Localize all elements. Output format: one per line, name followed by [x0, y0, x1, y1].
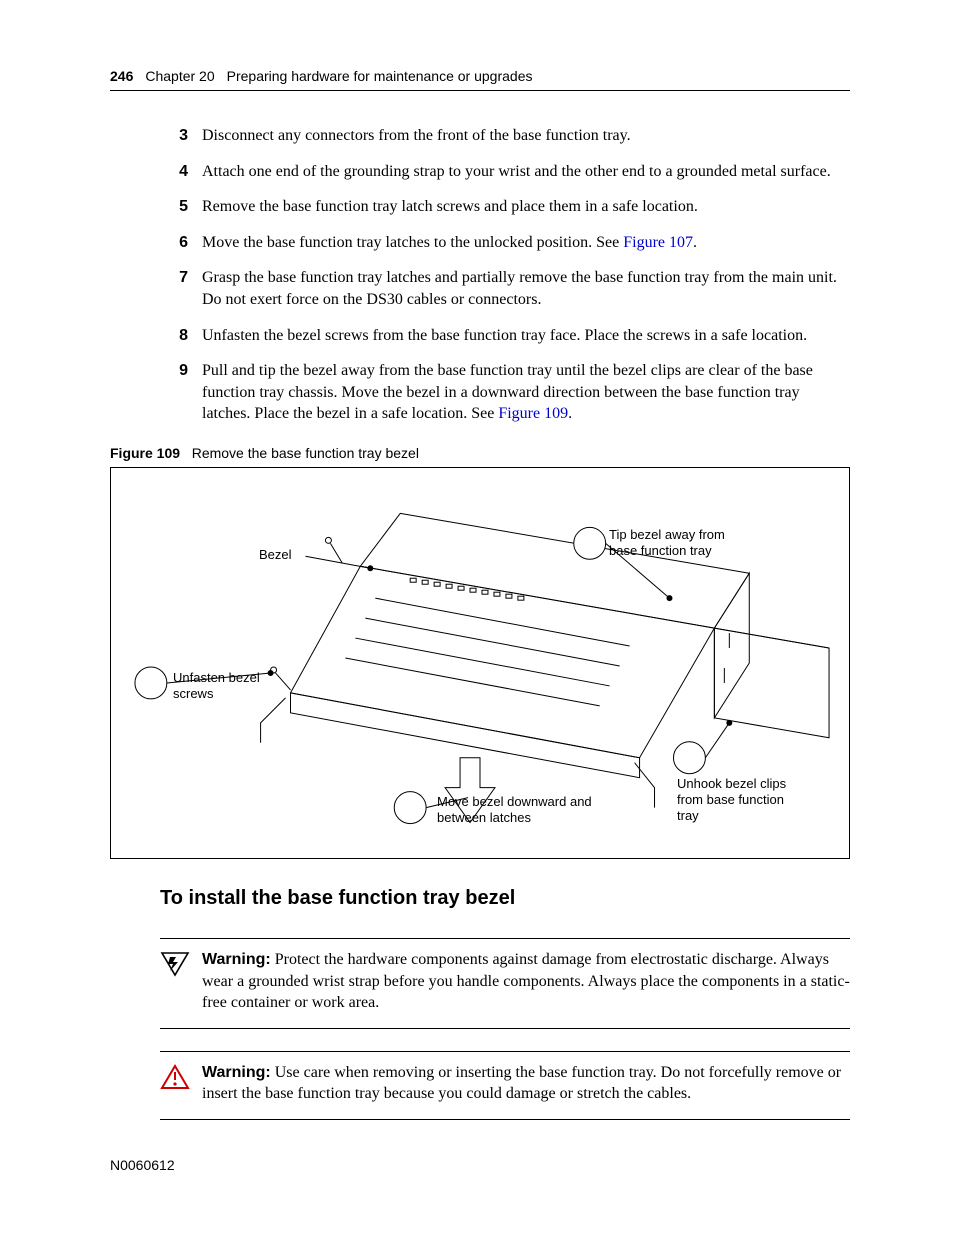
callout-unhook: Unhook bezel clips from base function tr…	[677, 776, 807, 825]
chapter-title: Preparing hardware for maintenance or up…	[227, 68, 533, 84]
warning-esd: Warning: Protect the hardware components…	[160, 938, 850, 1029]
step-text: Unfasten the bezel screws from the base …	[202, 325, 850, 347]
warning-label: Warning:	[202, 951, 271, 968]
step-text-post: .	[693, 234, 697, 251]
section-title: To install the base function tray bezel	[160, 887, 850, 910]
step-5: 5 Remove the base function tray latch sc…	[160, 196, 850, 218]
step-list: 3 Disconnect any connectors from the fro…	[160, 125, 850, 425]
page-header: 246 Chapter 20 Preparing hardware for ma…	[110, 68, 850, 91]
step-number: 4	[160, 161, 188, 183]
callout-tip: Tip bezel away from base function tray	[609, 527, 749, 560]
caution-icon	[160, 1062, 190, 1105]
step-3: 3 Disconnect any connectors from the fro…	[160, 125, 850, 147]
callout-unfasten: Unfasten bezel screws	[173, 670, 273, 703]
warning-body: Warning: Protect the hardware components…	[202, 949, 850, 1014]
figure-109: Bezel Unfasten bezel screws Move bezel d…	[110, 467, 850, 859]
step-8: 8 Unfasten the bezel screws from the bas…	[160, 325, 850, 347]
figure-caption: Figure 109 Remove the base function tray…	[110, 445, 850, 461]
figure-label: Figure 109	[110, 445, 180, 461]
step-text: Disconnect any connectors from the front…	[202, 125, 850, 147]
step-text: Grasp the base function tray latches and…	[202, 267, 850, 310]
step-4: 4 Attach one end of the grounding strap …	[160, 161, 850, 183]
step-number: 3	[160, 125, 188, 147]
step-text-post: .	[568, 405, 572, 422]
warning-text: Use care when removing or inserting the …	[202, 1064, 841, 1103]
esd-icon	[160, 949, 190, 1014]
step-text: Remove the base function tray latch scre…	[202, 196, 850, 218]
warning-body: Warning: Use care when removing or inser…	[202, 1062, 850, 1105]
step-number: 5	[160, 196, 188, 218]
warning-label: Warning:	[202, 1064, 271, 1081]
step-number: 8	[160, 325, 188, 347]
warning-text: Protect the hardware components against …	[202, 951, 850, 1011]
step-number: 6	[160, 232, 188, 254]
step-text: Attach one end of the grounding strap to…	[202, 161, 850, 183]
step-number: 7	[160, 267, 188, 310]
step-6: 6 Move the base function tray latches to…	[160, 232, 850, 254]
callout-bezel: Bezel	[259, 547, 292, 563]
figure-title: Remove the base function tray bezel	[192, 445, 419, 461]
document-number: N0060612	[110, 1157, 175, 1173]
callout-move: Move bezel downward and between latches	[437, 794, 597, 827]
warning-caution: Warning: Use care when removing or inser…	[160, 1051, 850, 1120]
page-number: 246	[110, 68, 133, 84]
figure-107-link[interactable]: Figure 107	[623, 234, 693, 251]
step-number: 9	[160, 360, 188, 425]
page: 246 Chapter 20 Preparing hardware for ma…	[0, 0, 954, 1235]
step-7: 7 Grasp the base function tray latches a…	[160, 267, 850, 310]
step-9: 9 Pull and tip the bezel away from the b…	[160, 360, 850, 425]
step-text: Move the base function tray latches to t…	[202, 232, 850, 254]
figure-109-link[interactable]: Figure 109	[498, 405, 568, 422]
chapter-label: Chapter 20	[145, 68, 214, 84]
step-text: Pull and tip the bezel away from the bas…	[202, 360, 850, 425]
step-text-pre: Move the base function tray latches to t…	[202, 234, 623, 251]
